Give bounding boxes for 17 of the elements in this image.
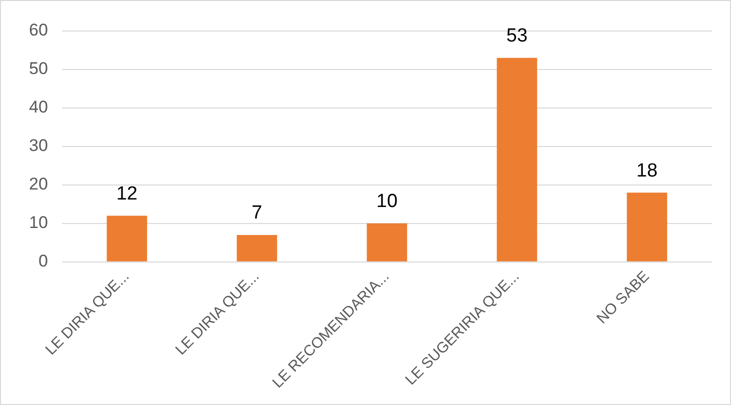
y-tick-label: 40 [28,98,48,117]
data-label: 12 [116,183,138,204]
bar [366,223,408,262]
data-label: 53 [506,26,528,47]
bar [496,58,538,262]
bar [626,192,668,262]
y-tick-label: 0 [38,252,48,271]
y-tick-label: 50 [28,59,48,78]
y-tick-label: 60 [28,20,48,40]
data-label: 10 [376,191,398,212]
bar [236,234,278,262]
bar [106,216,148,262]
y-tick-label: 10 [28,213,48,232]
data-label: 7 [252,202,262,224]
y-tick-label: 30 [28,136,48,156]
data-label: 18 [636,160,658,182]
y-tick-label: 20 [28,174,48,194]
